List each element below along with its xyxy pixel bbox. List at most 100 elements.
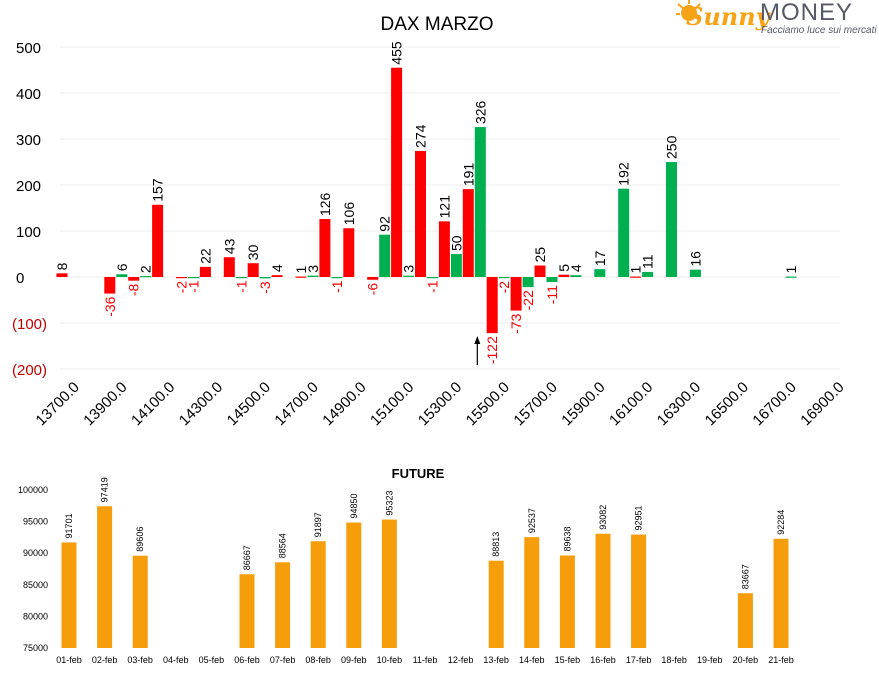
data-label: -2 bbox=[174, 281, 190, 294]
x-tick-label: 13900.0 bbox=[80, 379, 130, 429]
x-tick-label: 17-feb bbox=[626, 655, 652, 665]
data-label: 89606 bbox=[135, 527, 145, 552]
x-tick-label: 14100.0 bbox=[128, 379, 178, 429]
data-label: 91897 bbox=[313, 512, 323, 537]
bar bbox=[486, 277, 498, 334]
data-label: 25 bbox=[532, 247, 548, 263]
data-label: 2 bbox=[138, 265, 154, 273]
data-label: -3 bbox=[257, 281, 273, 294]
bar bbox=[785, 276, 797, 278]
x-tick-label: 15300.0 bbox=[415, 379, 465, 429]
bar bbox=[97, 506, 113, 648]
data-label: 3 bbox=[401, 265, 417, 273]
data-label: 83667 bbox=[740, 564, 750, 589]
y-tick-label: 400 bbox=[16, 86, 41, 103]
data-label: 16 bbox=[687, 251, 703, 267]
x-tick-label: 18-feb bbox=[661, 655, 687, 665]
bar bbox=[307, 275, 319, 277]
bar bbox=[331, 277, 343, 279]
data-label: 97419 bbox=[100, 477, 110, 502]
bar bbox=[488, 560, 504, 648]
x-axis: 13700.013900.014100.014300.014500.014700… bbox=[32, 379, 847, 429]
y-axis: 100000 95000 90000 85000 80000 75000 bbox=[18, 485, 48, 653]
bar bbox=[595, 533, 611, 648]
bar bbox=[259, 277, 271, 279]
data-label: 17 bbox=[592, 250, 608, 266]
data-label: 4 bbox=[568, 264, 584, 272]
x-tick-label: 16700.0 bbox=[749, 379, 799, 429]
data-label: 11 bbox=[640, 254, 656, 269]
x-tick-label: 16100.0 bbox=[606, 379, 656, 429]
data-label: 326 bbox=[472, 100, 488, 124]
grid-lines bbox=[60, 46, 840, 370]
x-tick-label: 14900.0 bbox=[319, 379, 369, 429]
data-label: 5 bbox=[556, 264, 572, 272]
data-label: 30 bbox=[245, 244, 261, 260]
bar bbox=[235, 277, 247, 279]
data-label: 6 bbox=[114, 263, 130, 271]
bar bbox=[737, 593, 753, 648]
data-label: 92951 bbox=[634, 506, 644, 531]
x-tick-label: 16900.0 bbox=[797, 379, 847, 429]
data-label: 95323 bbox=[384, 491, 394, 516]
data-label: 89638 bbox=[562, 526, 572, 551]
bar bbox=[116, 274, 128, 277]
sun-icon bbox=[676, 0, 701, 21]
y-tick-label: 75000 bbox=[23, 643, 48, 653]
data-labels: 91701 97419 89606 86667 88564 91897 94850 95323… bbox=[64, 477, 786, 589]
data-label: 50 bbox=[448, 235, 464, 251]
data-label: 3 bbox=[305, 265, 321, 273]
data-label: 1 bbox=[783, 266, 799, 274]
data-label: 4 bbox=[269, 264, 285, 272]
data-label: -1 bbox=[425, 280, 441, 293]
x-tick-label: 10-feb bbox=[377, 655, 403, 665]
x-tick-label: 15100.0 bbox=[367, 379, 417, 429]
x-tick-label: 14700.0 bbox=[271, 379, 321, 429]
bar bbox=[570, 275, 582, 277]
data-label: 92 bbox=[377, 216, 393, 232]
data-label: 250 bbox=[664, 135, 680, 159]
data-label: 121 bbox=[436, 195, 452, 219]
bar bbox=[522, 277, 534, 288]
y-tick-label: (200) bbox=[12, 362, 47, 379]
x-tick-label: 05-feb bbox=[199, 655, 225, 665]
bar bbox=[104, 277, 116, 294]
data-label: 86667 bbox=[242, 545, 252, 570]
bar bbox=[427, 277, 438, 279]
x-tick-label: 15700.0 bbox=[510, 379, 560, 429]
data-label: 91701 bbox=[64, 513, 74, 538]
data-label: -11 bbox=[544, 285, 560, 304]
bar bbox=[594, 269, 606, 277]
y-tick-label: 300 bbox=[16, 132, 41, 149]
bar bbox=[415, 150, 426, 277]
chart-title: FUTURE bbox=[392, 466, 445, 481]
x-tick-label: 20-feb bbox=[733, 655, 759, 665]
bar bbox=[642, 271, 654, 277]
bar bbox=[630, 276, 642, 278]
bar bbox=[773, 538, 789, 648]
y-axis: 500 400 300 200 100 0 (100) (200) bbox=[12, 40, 47, 379]
bar bbox=[546, 277, 558, 283]
bar bbox=[152, 204, 164, 277]
arrow-head bbox=[474, 336, 481, 344]
x-tick-label: 21-feb bbox=[768, 655, 794, 665]
y-tick-label: 200 bbox=[16, 178, 41, 195]
data-label: -122 bbox=[484, 336, 500, 364]
dax-marzo-chart: DAX MARZO 500 400 300 200 100 0 (100) (200) 8 -3… bbox=[12, 14, 848, 429]
data-label: 106 bbox=[341, 202, 357, 226]
data-label: -73 bbox=[508, 313, 524, 333]
bars bbox=[61, 506, 789, 648]
x-tick-label: 09-feb bbox=[341, 655, 367, 665]
bar bbox=[631, 534, 647, 648]
data-label: 455 bbox=[389, 41, 405, 65]
bar bbox=[128, 277, 140, 281]
bar bbox=[403, 275, 415, 277]
bar bbox=[188, 277, 199, 279]
bar bbox=[343, 228, 355, 277]
chart-title: DAX MARZO bbox=[381, 14, 494, 35]
bar bbox=[379, 234, 391, 277]
bar bbox=[498, 277, 510, 279]
bar bbox=[474, 127, 486, 277]
data-label: -8 bbox=[126, 283, 142, 296]
bar bbox=[61, 542, 77, 648]
